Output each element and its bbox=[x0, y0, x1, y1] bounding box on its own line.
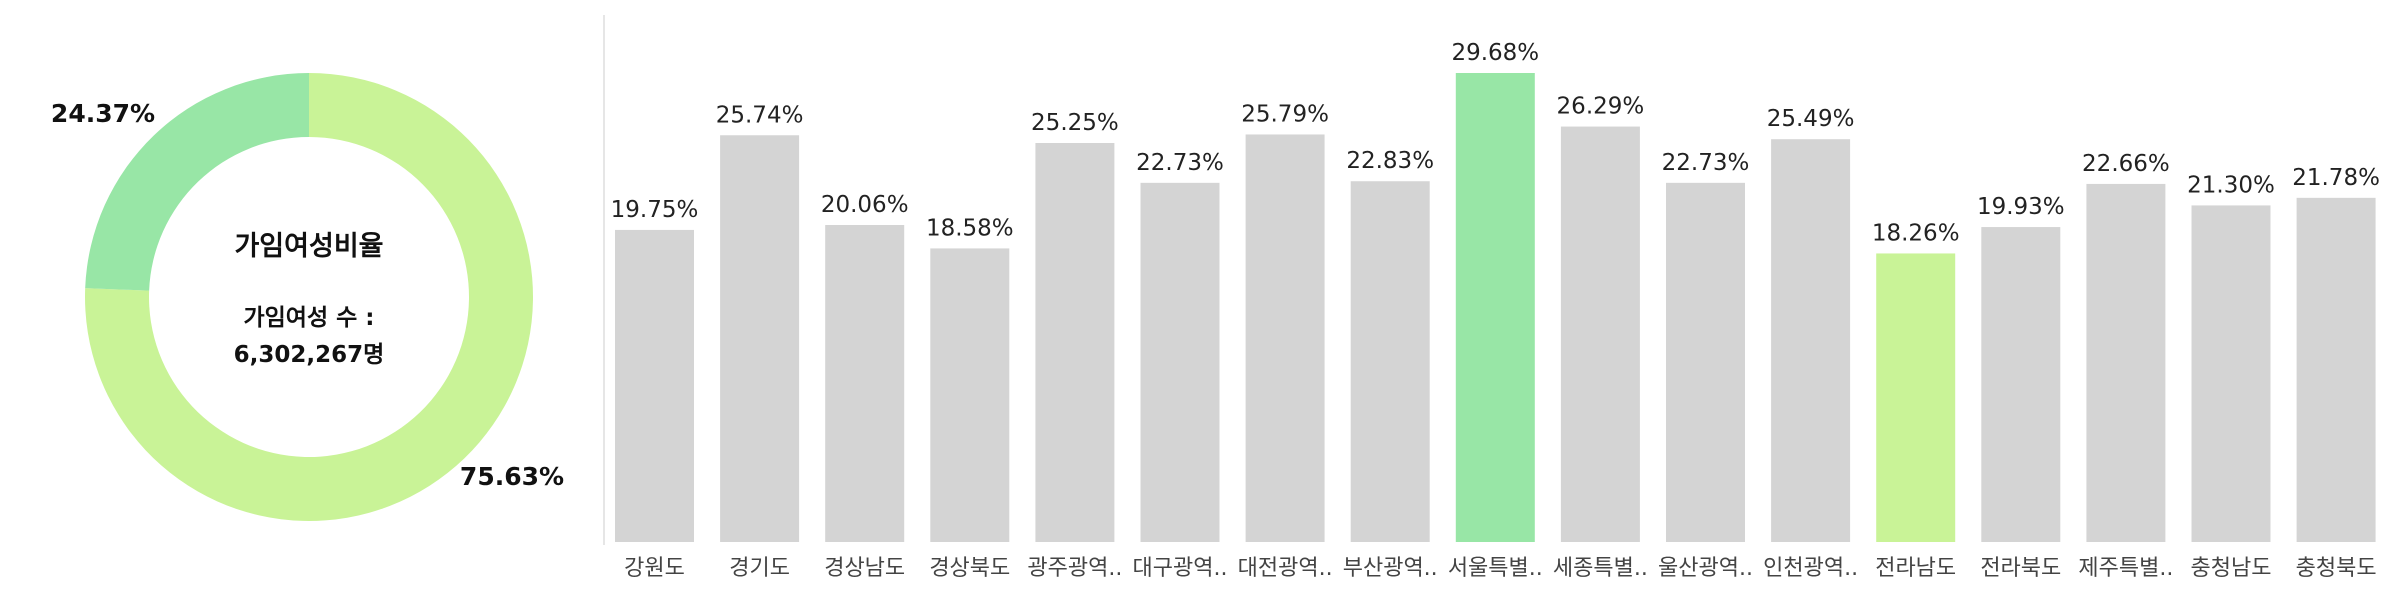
bar-value-label-12: 25.49% bbox=[1767, 106, 1855, 132]
bar-2[interactable] bbox=[720, 135, 800, 542]
bar-value-label-7: 25.79% bbox=[1241, 101, 1329, 127]
bar-value-label-1: 19.75% bbox=[611, 197, 699, 223]
x-tick-label-3: 경상남도 bbox=[824, 556, 905, 581]
bar-5[interactable] bbox=[1035, 143, 1115, 542]
bar-value-label-10: 26.29% bbox=[1557, 94, 1645, 120]
bar-3[interactable] bbox=[825, 225, 905, 542]
x-tick-label-11: 울산광역.. bbox=[1658, 556, 1753, 581]
x-tick-label-14: 전라북도 bbox=[1980, 556, 2061, 581]
x-tick-label-12: 인천광역.. bbox=[1763, 556, 1858, 581]
bar-value-label-15: 22.66% bbox=[2082, 151, 2170, 177]
bar-17[interactable] bbox=[2296, 197, 2376, 542]
x-tick-label-5: 광주광역.. bbox=[1027, 556, 1122, 581]
x-tick-label-9: 서울특별.. bbox=[1448, 556, 1543, 581]
bar-1[interactable] bbox=[615, 229, 694, 543]
bar-16[interactable] bbox=[2191, 205, 2271, 543]
bar-chart: 19.75% 25.74% 20.06% 18.58% 25.25% 22.73% 25.7… bbox=[603, 15, 2380, 581]
donut-slice-2[interactable] bbox=[85, 73, 309, 291]
x-tick-label-7: 대전광역.. bbox=[1238, 556, 1333, 581]
bar-11[interactable] bbox=[1666, 182, 1745, 542]
bar-value-label-14: 19.93% bbox=[1977, 194, 2065, 220]
donut-chart: 가임여성비율 가임여성 수 : 6,302,267명 75.63% 24.37% bbox=[51, 73, 564, 522]
bar-value-label-8: 22.83% bbox=[1346, 148, 1434, 174]
donut-subtitle-line2: 6,302,267명 bbox=[234, 342, 385, 368]
bar-10[interactable] bbox=[1560, 126, 1640, 543]
donut-subtitle-line1: 가임여성 수 : bbox=[243, 305, 374, 331]
x-tick-label-15: 제주특별.. bbox=[2078, 556, 2173, 581]
x-tick-label-4: 경상북도 bbox=[929, 556, 1010, 581]
bar-value-label-6: 22.73% bbox=[1136, 150, 1224, 176]
bar-value-label-17: 21.78% bbox=[2292, 165, 2380, 191]
x-tick-label-17: 충청북도 bbox=[2296, 556, 2377, 581]
bar-value-label-2: 25.74% bbox=[716, 102, 804, 128]
bar-value-label-16: 21.30% bbox=[2187, 172, 2275, 198]
bar-14[interactable] bbox=[1981, 227, 2061, 542]
bar-8[interactable] bbox=[1350, 181, 1430, 542]
x-tick-label-13: 전라남도 bbox=[1875, 556, 1956, 581]
donut-slice-label-1: 75.63% bbox=[460, 462, 564, 491]
bar-value-label-11: 22.73% bbox=[1662, 150, 1750, 176]
bar-9[interactable] bbox=[1455, 73, 1535, 542]
bar-13[interactable] bbox=[1876, 253, 1956, 542]
bar-value-label-13: 18.26% bbox=[1872, 220, 1960, 246]
bar-value-label-3: 20.06% bbox=[821, 192, 909, 218]
bar-12[interactable] bbox=[1771, 139, 1851, 542]
bar-value-label-9: 29.68% bbox=[1451, 40, 1539, 66]
bar-6[interactable] bbox=[1140, 182, 1220, 542]
bar-4[interactable] bbox=[930, 248, 1010, 542]
bar-value-label-5: 25.25% bbox=[1031, 110, 1119, 136]
x-tick-label-8: 부산광역.. bbox=[1343, 556, 1438, 581]
donut-slice-label-2: 24.37% bbox=[51, 99, 155, 128]
x-tick-label-16: 충청남도 bbox=[2191, 556, 2272, 581]
donut-title: 가임여성비율 bbox=[234, 231, 383, 262]
x-tick-label-2: 경기도 bbox=[729, 556, 790, 581]
bar-15[interactable] bbox=[2086, 183, 2166, 542]
x-tick-label-6: 대구광역.. bbox=[1133, 556, 1228, 581]
x-tick-label-10: 세종특별.. bbox=[1553, 556, 1648, 581]
bar-7[interactable] bbox=[1245, 134, 1325, 542]
bar-value-label-4: 18.58% bbox=[926, 215, 1014, 241]
x-tick-label-1: 강원도 bbox=[624, 556, 685, 581]
